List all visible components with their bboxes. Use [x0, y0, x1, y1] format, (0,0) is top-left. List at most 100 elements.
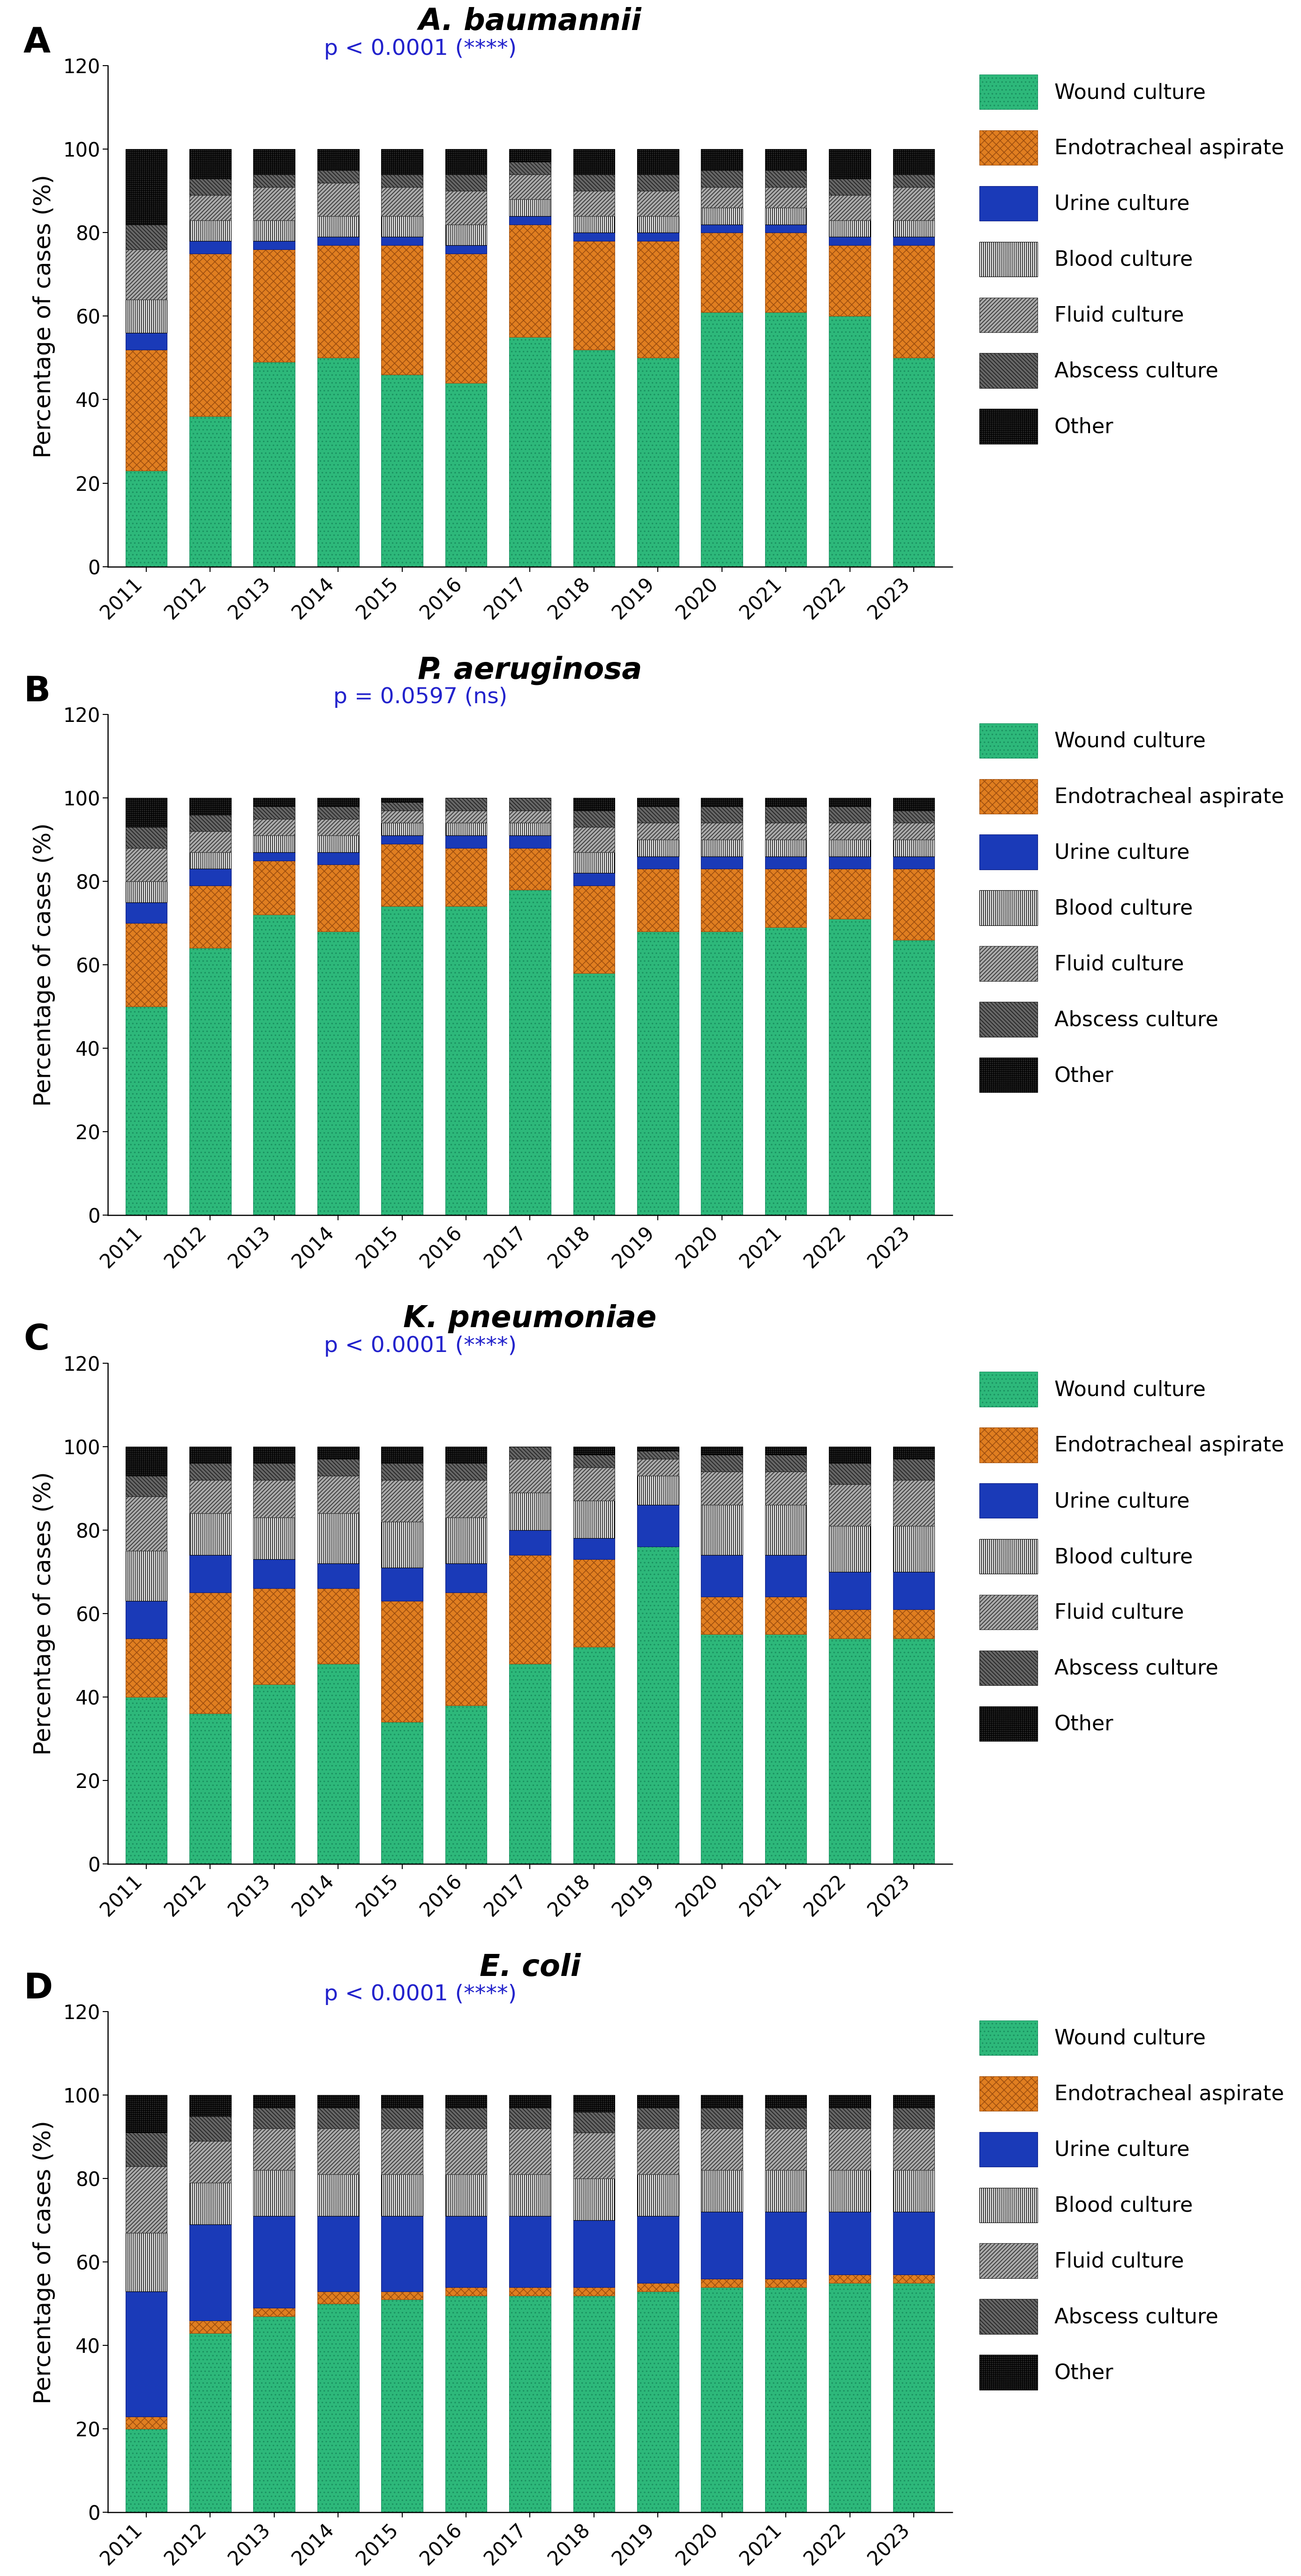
Bar	[574, 2133, 615, 2179]
Bar	[509, 1530, 550, 1556]
Bar	[125, 1007, 167, 1216]
Bar	[190, 417, 232, 567]
Bar	[892, 1458, 934, 1479]
Bar	[125, 250, 167, 299]
Bar	[701, 1471, 743, 1504]
Bar	[765, 2094, 807, 2107]
Bar	[254, 219, 295, 242]
Bar	[765, 1448, 807, 1455]
Bar	[701, 312, 743, 567]
Bar	[254, 853, 295, 860]
Bar	[574, 873, 615, 886]
Bar	[381, 2300, 423, 2512]
Bar	[574, 886, 615, 974]
Bar	[125, 332, 167, 350]
Bar	[637, 1458, 679, 1476]
Bar	[254, 1448, 295, 1463]
Bar	[381, 2290, 423, 2300]
Bar	[829, 855, 870, 868]
Bar	[445, 2174, 487, 2215]
Bar	[765, 1504, 807, 1556]
Text: A: A	[23, 26, 51, 59]
Bar	[190, 814, 232, 832]
Bar	[637, 358, 679, 567]
Bar	[509, 848, 550, 889]
Bar	[190, 886, 232, 948]
Bar	[190, 1713, 232, 1865]
Bar	[445, 245, 487, 252]
Bar	[190, 1556, 232, 1592]
Bar	[125, 299, 167, 332]
Text: B: B	[23, 675, 51, 708]
Y-axis label: Percentage of cases (%): Percentage of cases (%)	[33, 1471, 55, 1754]
Bar	[765, 1455, 807, 1471]
Bar	[765, 188, 807, 209]
Bar	[701, 799, 743, 806]
Bar	[445, 1463, 487, 1479]
Bar	[892, 188, 934, 219]
Bar	[254, 2169, 295, 2215]
Bar	[637, 1504, 679, 1546]
Bar	[381, 1600, 423, 1721]
Bar	[509, 198, 550, 216]
Bar	[317, 866, 359, 933]
Bar	[701, 2169, 743, 2213]
Bar	[829, 840, 870, 855]
Bar	[574, 2094, 615, 2112]
Bar	[892, 2128, 934, 2169]
Bar	[381, 175, 423, 188]
Bar	[509, 337, 550, 567]
Bar	[637, 242, 679, 358]
Bar	[637, 2282, 679, 2290]
Bar	[254, 1463, 295, 1479]
Bar	[381, 149, 423, 175]
Bar	[637, 216, 679, 232]
Bar	[892, 2107, 934, 2128]
Bar	[574, 827, 615, 853]
Bar	[829, 237, 870, 245]
Bar	[637, 2128, 679, 2174]
Bar	[381, 1721, 423, 1865]
Bar	[637, 840, 679, 855]
Bar	[765, 1556, 807, 1597]
Bar	[190, 1479, 232, 1512]
Bar	[509, 1664, 550, 1865]
Bar	[317, 1512, 359, 1564]
Bar	[445, 175, 487, 191]
Bar	[254, 799, 295, 806]
Bar	[701, 2128, 743, 2169]
Title: E. coli: E. coli	[480, 1953, 580, 1981]
Title: A. baumannii: A. baumannii	[419, 8, 641, 36]
Bar	[125, 922, 167, 1007]
Bar	[190, 2334, 232, 2512]
Bar	[254, 1517, 295, 1558]
Bar	[445, 822, 487, 835]
Bar	[701, 1556, 743, 1597]
Bar	[317, 358, 359, 567]
Bar	[125, 2133, 167, 2166]
Bar	[892, 799, 934, 811]
Bar	[317, 149, 359, 170]
Bar	[445, 384, 487, 567]
Bar	[892, 1525, 934, 1571]
Bar	[574, 1538, 615, 1558]
Text: p < 0.0001 (****): p < 0.0001 (****)	[324, 1984, 516, 2004]
Bar	[637, 2174, 679, 2215]
Bar	[190, 149, 232, 178]
Bar	[701, 2107, 743, 2128]
Bar	[637, 2215, 679, 2282]
Bar	[892, 1571, 934, 1610]
Bar	[574, 149, 615, 175]
Bar	[574, 350, 615, 567]
Bar	[254, 2094, 295, 2107]
Bar	[829, 1638, 870, 1865]
Bar	[317, 245, 359, 358]
Bar	[829, 178, 870, 196]
Bar	[829, 1525, 870, 1571]
Bar	[637, 1450, 679, 1458]
Bar	[381, 822, 423, 835]
Bar	[892, 940, 934, 1216]
Bar	[509, 1448, 550, 1458]
Bar	[254, 860, 295, 914]
Bar	[445, 1517, 487, 1564]
